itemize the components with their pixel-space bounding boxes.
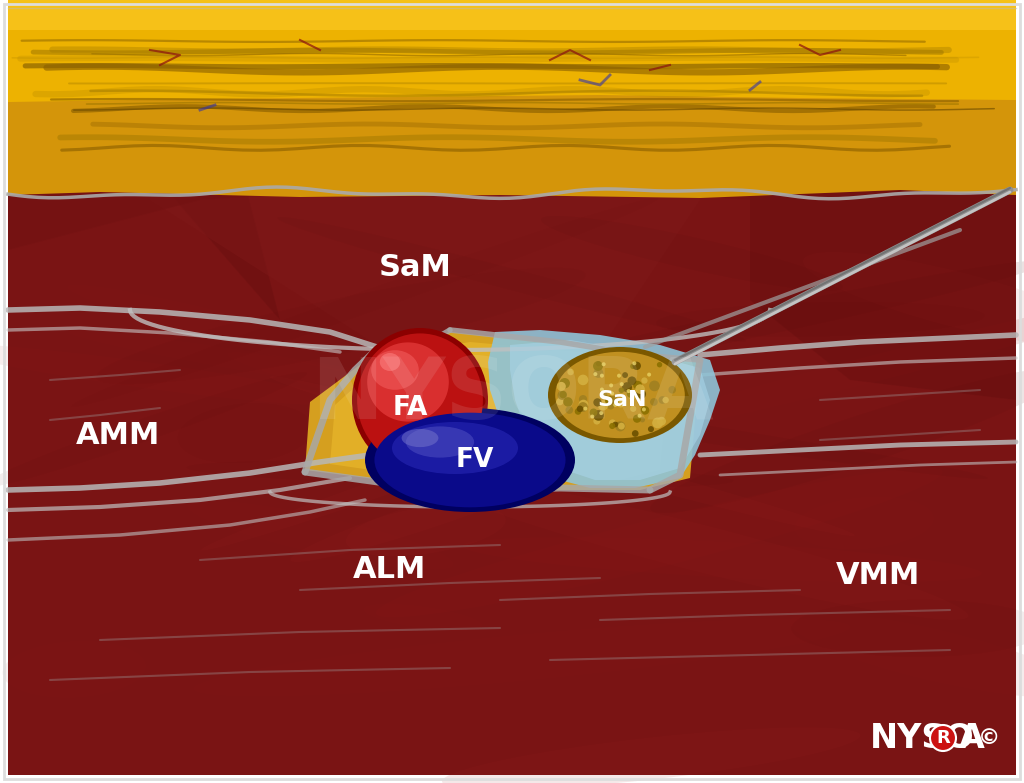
- Ellipse shape: [649, 381, 659, 392]
- Ellipse shape: [650, 398, 657, 406]
- Polygon shape: [750, 8, 1016, 400]
- Ellipse shape: [600, 373, 604, 377]
- Ellipse shape: [605, 396, 614, 406]
- Polygon shape: [8, 0, 1016, 198]
- Ellipse shape: [548, 347, 692, 443]
- Ellipse shape: [392, 422, 518, 474]
- Text: VMM: VMM: [836, 561, 921, 590]
- Ellipse shape: [607, 402, 614, 410]
- Ellipse shape: [579, 399, 589, 410]
- Ellipse shape: [0, 344, 343, 405]
- Ellipse shape: [637, 399, 641, 402]
- Polygon shape: [8, 8, 1016, 775]
- Ellipse shape: [0, 372, 307, 488]
- Ellipse shape: [578, 374, 589, 385]
- Ellipse shape: [559, 391, 566, 399]
- Ellipse shape: [365, 408, 575, 512]
- Ellipse shape: [442, 727, 860, 783]
- Polygon shape: [330, 342, 670, 480]
- Ellipse shape: [593, 361, 603, 371]
- Ellipse shape: [584, 406, 588, 410]
- Ellipse shape: [466, 260, 1024, 386]
- Ellipse shape: [633, 361, 636, 366]
- Ellipse shape: [669, 386, 676, 394]
- Ellipse shape: [620, 382, 624, 386]
- Ellipse shape: [633, 381, 642, 390]
- Ellipse shape: [622, 382, 632, 392]
- Ellipse shape: [577, 406, 584, 412]
- Ellipse shape: [803, 252, 1024, 347]
- Ellipse shape: [609, 423, 615, 429]
- Ellipse shape: [648, 426, 654, 432]
- Polygon shape: [8, 8, 280, 320]
- Ellipse shape: [290, 467, 566, 562]
- Ellipse shape: [227, 352, 650, 461]
- Ellipse shape: [658, 396, 667, 404]
- Ellipse shape: [623, 372, 628, 378]
- Ellipse shape: [401, 429, 438, 447]
- Text: A: A: [959, 721, 985, 755]
- Ellipse shape: [599, 411, 603, 415]
- Ellipse shape: [617, 373, 621, 377]
- Ellipse shape: [578, 402, 588, 412]
- Polygon shape: [305, 332, 700, 490]
- Ellipse shape: [96, 268, 586, 384]
- Ellipse shape: [579, 395, 587, 403]
- Text: SaN: SaN: [597, 390, 647, 410]
- Ellipse shape: [657, 417, 666, 426]
- Ellipse shape: [630, 363, 636, 369]
- Ellipse shape: [930, 725, 956, 751]
- Text: FV: FV: [456, 447, 495, 473]
- Ellipse shape: [609, 384, 613, 388]
- Ellipse shape: [615, 421, 626, 431]
- Polygon shape: [8, 0, 1016, 102]
- Ellipse shape: [610, 392, 614, 395]
- Ellipse shape: [555, 352, 685, 438]
- Ellipse shape: [790, 613, 1024, 697]
- Text: SaM: SaM: [379, 254, 452, 283]
- Ellipse shape: [593, 399, 602, 406]
- Ellipse shape: [559, 378, 570, 388]
- Text: AMM: AMM: [76, 420, 160, 449]
- Ellipse shape: [630, 406, 636, 412]
- Polygon shape: [8, 0, 1016, 30]
- Ellipse shape: [663, 397, 669, 403]
- Ellipse shape: [357, 379, 987, 479]
- Ellipse shape: [346, 505, 506, 556]
- Ellipse shape: [352, 328, 488, 472]
- Ellipse shape: [484, 441, 633, 463]
- Ellipse shape: [557, 382, 566, 391]
- Ellipse shape: [618, 388, 625, 393]
- Text: ALM: ALM: [353, 555, 427, 584]
- Ellipse shape: [541, 216, 843, 290]
- Ellipse shape: [608, 396, 618, 406]
- Ellipse shape: [614, 422, 622, 428]
- Ellipse shape: [641, 377, 647, 384]
- Polygon shape: [510, 340, 710, 480]
- Ellipse shape: [627, 389, 631, 393]
- Polygon shape: [8, 8, 1016, 250]
- Ellipse shape: [567, 369, 573, 375]
- Polygon shape: [488, 330, 720, 488]
- Ellipse shape: [650, 367, 1024, 513]
- Ellipse shape: [635, 384, 645, 394]
- Ellipse shape: [194, 619, 850, 697]
- Ellipse shape: [371, 350, 419, 390]
- Ellipse shape: [593, 410, 604, 420]
- Ellipse shape: [593, 417, 600, 424]
- Text: R: R: [936, 729, 950, 747]
- Ellipse shape: [640, 417, 645, 422]
- Ellipse shape: [380, 353, 400, 371]
- Ellipse shape: [628, 377, 636, 385]
- Ellipse shape: [187, 500, 454, 569]
- Ellipse shape: [656, 362, 663, 367]
- Text: ©: ©: [978, 728, 1000, 748]
- Ellipse shape: [627, 390, 635, 398]
- Ellipse shape: [69, 330, 513, 406]
- Ellipse shape: [600, 392, 607, 399]
- Ellipse shape: [593, 372, 597, 376]
- Ellipse shape: [616, 400, 625, 407]
- Ellipse shape: [556, 398, 563, 406]
- Ellipse shape: [574, 408, 582, 415]
